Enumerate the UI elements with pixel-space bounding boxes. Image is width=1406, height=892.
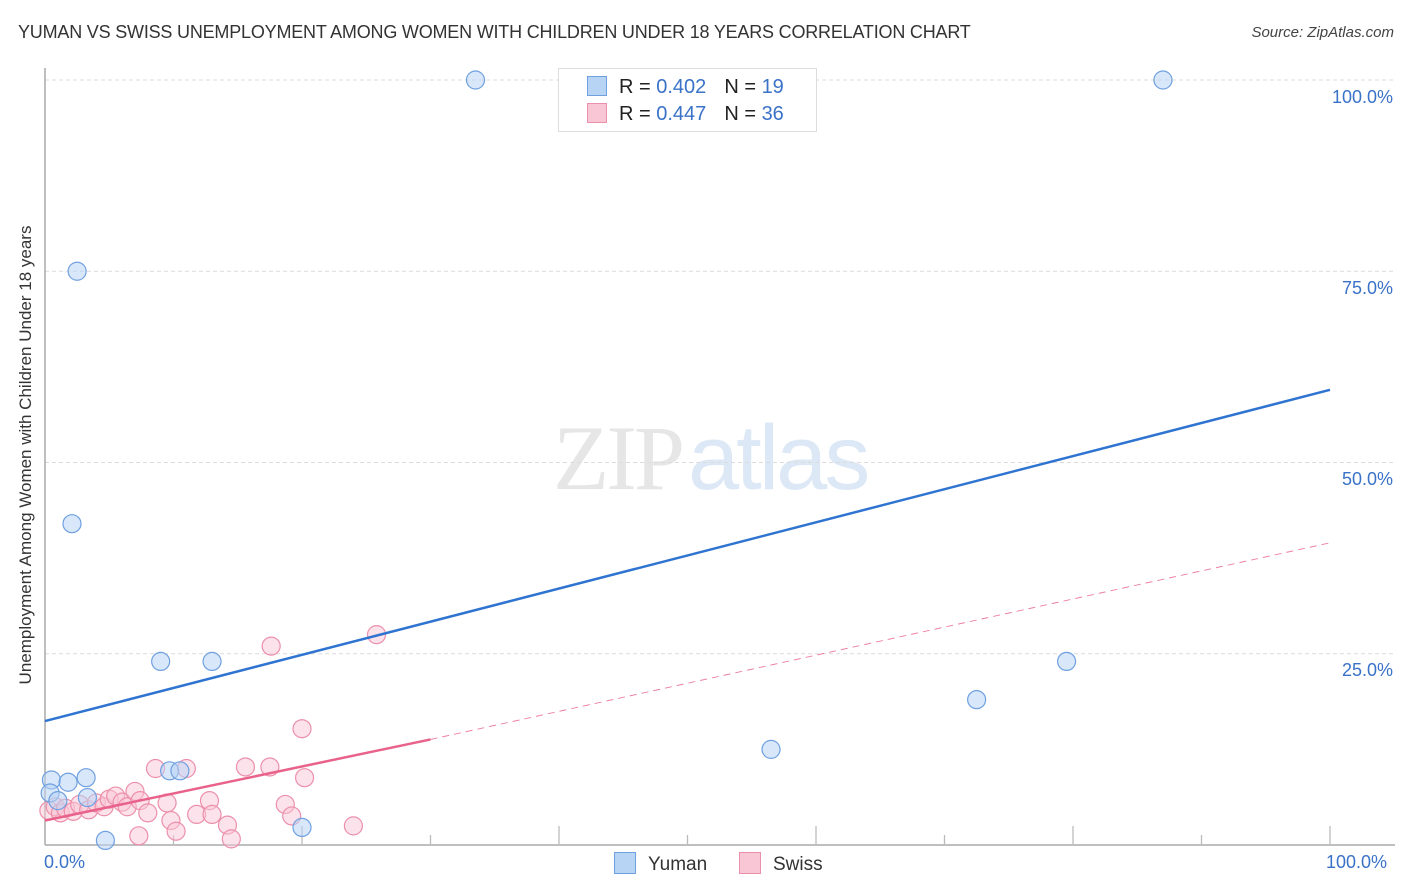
- swiss-data-point[interactable]: [292, 719, 312, 739]
- swiss-swatch-icon: [587, 103, 607, 123]
- swiss-data-point[interactable]: [343, 816, 363, 836]
- swiss-data-point[interactable]: [235, 757, 256, 777]
- correlation-legend: R = 0.402 N = 19 R = 0.447 N = 36: [558, 68, 817, 132]
- n-label: N =: [724, 103, 762, 125]
- yuman-data-point[interactable]: [202, 651, 222, 672]
- y-tick-100: 100.0%: [1331, 87, 1393, 107]
- legend-row-yuman: R = 0.402 N = 19: [587, 76, 784, 99]
- swiss-data-point[interactable]: [221, 829, 241, 849]
- swiss-data-point[interactable]: [261, 636, 281, 656]
- r-value-yuman: 0.402: [656, 76, 707, 98]
- y-axis-label: Unemployment Among Women with Children U…: [16, 225, 35, 685]
- y-tick-50: 50.0%: [1341, 469, 1393, 489]
- yuman-data-point[interactable]: [58, 772, 78, 792]
- watermark: ZIPatlas: [553, 405, 870, 511]
- yuman-data-point[interactable]: [67, 261, 87, 281]
- swiss-trend-line: [44, 738, 431, 822]
- r-value-swiss: 0.447: [656, 103, 707, 125]
- watermark-zip: ZIP: [553, 407, 685, 509]
- yuman-data-point[interactable]: [62, 514, 82, 534]
- yuman-data-point[interactable]: [76, 768, 96, 788]
- swiss-data-point[interactable]: [138, 803, 158, 823]
- swiss-data-point[interactable]: [129, 826, 149, 846]
- yuman-data-point[interactable]: [77, 787, 98, 808]
- yuman-legend-label: Yuman: [648, 854, 708, 875]
- yuman-trend-line: [44, 388, 1331, 723]
- yuman-swatch-icon: [587, 76, 607, 96]
- x-tick-0: 0.0%: [44, 852, 86, 872]
- yuman-data-point[interactable]: [170, 761, 190, 781]
- yuman-data-point[interactable]: [48, 791, 68, 811]
- chart-title: YUMAN VS SWISS UNEMPLOYMENT AMONG WOMEN …: [18, 22, 971, 42]
- yuman-data-point[interactable]: [465, 70, 486, 90]
- swiss-data-point[interactable]: [166, 821, 186, 841]
- x-tick-100: 100.0%: [1326, 852, 1388, 872]
- yuman-data-point[interactable]: [1153, 70, 1173, 90]
- legend-item-swiss[interactable]: Swiss: [739, 852, 823, 876]
- yuman-data-point[interactable]: [151, 651, 171, 672]
- n-value-yuman: 19: [761, 76, 784, 98]
- yuman-legend-icon: [614, 852, 636, 874]
- swiss-trend-extension: [430, 542, 1331, 740]
- r-label: R =: [619, 103, 657, 125]
- yuman-data-point[interactable]: [967, 690, 987, 710]
- yuman-data-point[interactable]: [761, 739, 781, 759]
- source-label: Source: ZipAtlas.com: [1251, 24, 1394, 41]
- legend-row-swiss: R = 0.447 N = 36: [587, 103, 784, 126]
- yuman-data-point[interactable]: [1056, 651, 1077, 672]
- legend-item-yuman[interactable]: Yuman: [614, 852, 707, 876]
- swiss-legend-label: Swiss: [773, 854, 823, 875]
- y-tick-75: 75.0%: [1341, 278, 1393, 298]
- yuman-data-point[interactable]: [95, 830, 115, 851]
- swiss-data-point[interactable]: [202, 804, 222, 825]
- r-label: R =: [619, 76, 657, 98]
- watermark-atlas: atlas: [688, 407, 870, 509]
- yuman-data-point[interactable]: [292, 817, 312, 838]
- n-value-swiss: 36: [761, 103, 784, 125]
- n-label: N =: [724, 76, 762, 98]
- swiss-data-point[interactable]: [294, 768, 315, 788]
- swiss-legend-icon: [739, 852, 761, 874]
- y-tick-25: 25.0%: [1341, 660, 1393, 680]
